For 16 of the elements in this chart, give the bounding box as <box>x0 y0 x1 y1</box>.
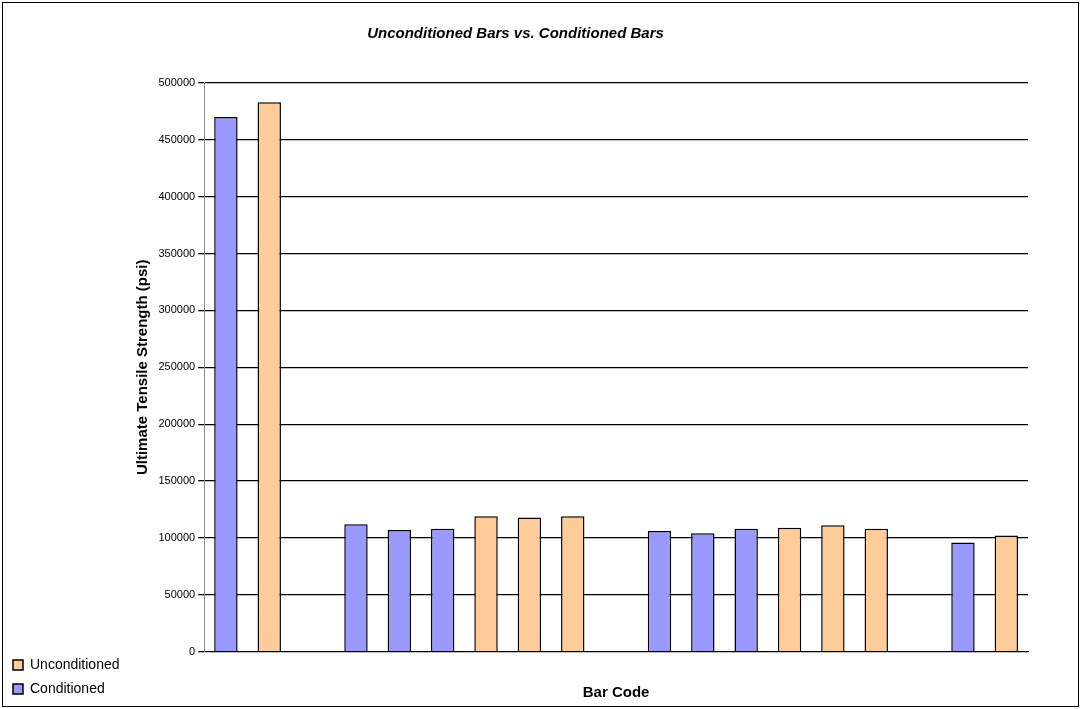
y-tick-label: 500000 <box>158 76 196 89</box>
y-tick-label: 350000 <box>158 246 196 259</box>
y-tick-label: 50000 <box>164 587 196 600</box>
y-tick-label: 250000 <box>158 360 196 373</box>
x-axis-title: Bar Code <box>582 683 650 701</box>
y-tick-label: 150000 <box>158 474 196 487</box>
legend-label: Unconditioned <box>30 655 120 672</box>
y-tick-label: 450000 <box>158 132 196 145</box>
chart-title: Unconditioned Bars vs. Conditioned Bars <box>367 24 664 42</box>
y-tick-label: 0 <box>189 644 196 657</box>
y-tick-label: 100000 <box>158 530 196 543</box>
y-axis-title: Ultimate Tensile Strength (psi) <box>132 259 150 476</box>
legend-label: Conditioned <box>30 679 105 696</box>
y-tick-label: 400000 <box>158 189 196 202</box>
y-tick-label: 300000 <box>158 303 196 316</box>
y-tick-label: 200000 <box>158 417 196 430</box>
